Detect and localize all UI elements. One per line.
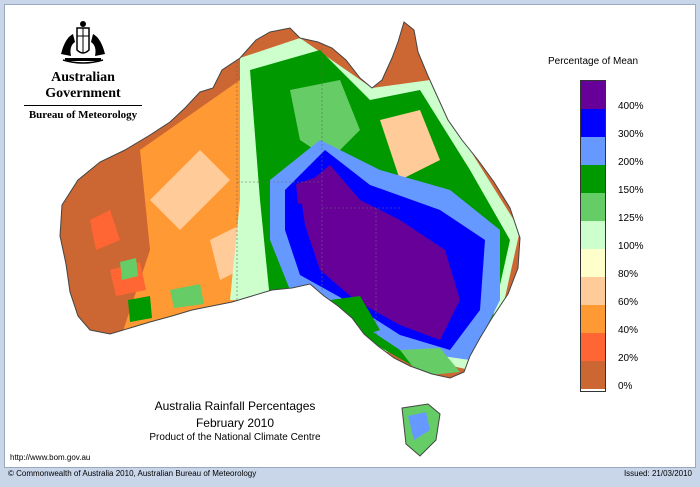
legend-swatch xyxy=(581,221,605,249)
legend-swatch xyxy=(581,165,605,193)
map-title: Australia Rainfall Percentages xyxy=(154,399,316,413)
legend-label: 0% xyxy=(618,381,633,392)
tasmania-wet-zone xyxy=(408,412,430,440)
government-title: Australian Government xyxy=(45,70,121,101)
legend-label: 100% xyxy=(618,241,644,252)
legend-label: 20% xyxy=(618,353,639,364)
logo-divider xyxy=(24,105,142,106)
legend-label: 40% xyxy=(618,325,639,336)
legend-swatch xyxy=(581,277,605,305)
map-period: February 2010 xyxy=(195,416,275,430)
legend-swatch xyxy=(581,137,605,165)
legend-swatch xyxy=(581,249,605,277)
legend-swatch xyxy=(581,109,605,137)
legend-label: 60% xyxy=(618,297,639,308)
legend-label: 300% xyxy=(618,129,644,140)
legend-swatch xyxy=(581,333,605,361)
legend-label: 80% xyxy=(618,269,639,280)
government-logo: Australian Government Bureau of Meteorol… xyxy=(22,20,144,121)
legend-swatch xyxy=(581,361,605,389)
bureau-title: Bureau of Meteorology xyxy=(28,109,138,121)
legend-title: Percentage of Mean xyxy=(548,56,639,67)
legend-bar xyxy=(580,80,606,392)
legend-label: 200% xyxy=(618,157,644,168)
coastline xyxy=(59,21,521,379)
coat-of-arms-icon xyxy=(61,21,105,64)
legend-label: 400% xyxy=(618,101,644,112)
issued-date: Issued: 21/03/2010 xyxy=(623,469,692,478)
bom-url: http://www.bom.gov.au xyxy=(10,453,91,462)
copyright: © Commonwealth of Australia 2010, Austra… xyxy=(8,469,257,478)
legend-swatch xyxy=(581,193,605,221)
map-product: Product of the National Climate Centre xyxy=(149,432,321,443)
legend-label: 125% xyxy=(618,213,644,224)
legend-swatch xyxy=(581,305,605,333)
legend-swatch xyxy=(581,81,605,109)
legend-label: 150% xyxy=(618,185,644,196)
